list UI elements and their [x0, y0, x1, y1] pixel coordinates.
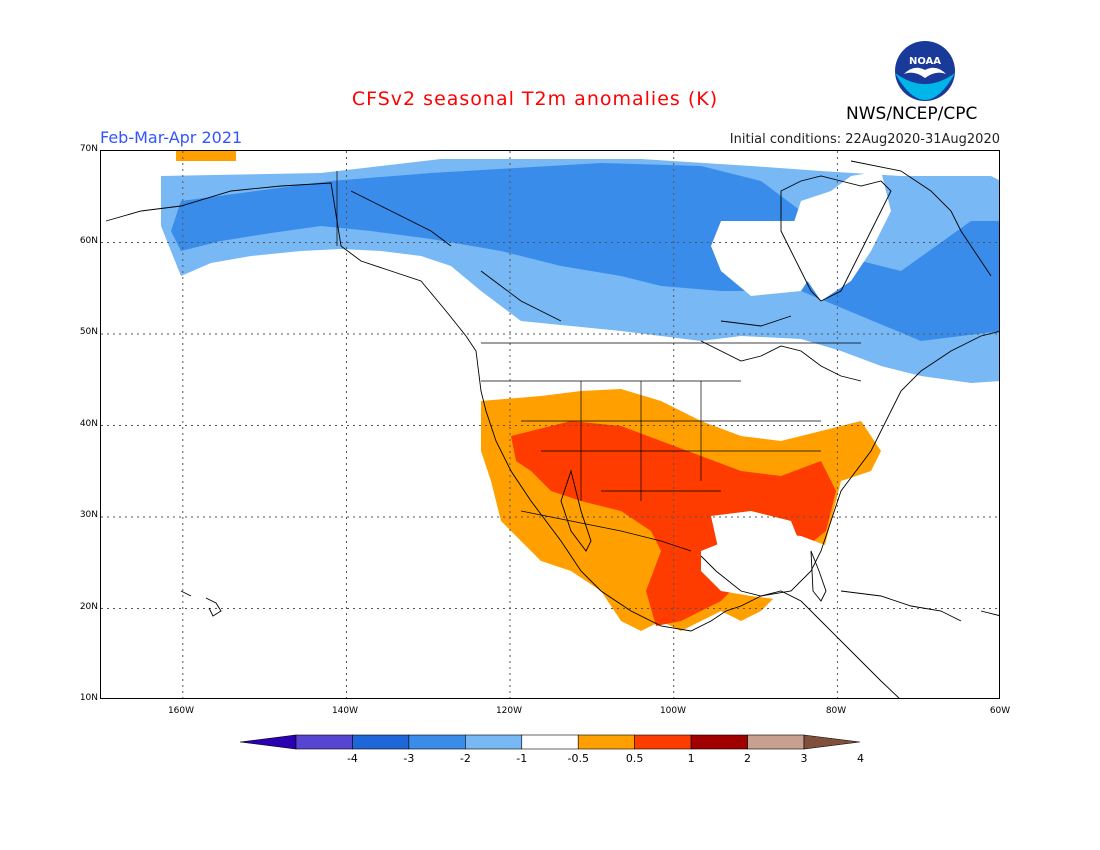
colorbar-min-triangle [239, 734, 297, 750]
lon-label-140w: 140W [331, 706, 359, 716]
colorbar [239, 734, 861, 774]
colorbar-segment [408, 734, 466, 750]
anomaly-map [100, 150, 1000, 699]
colorbar-tick-label: -0.5 [567, 752, 589, 765]
colorbar-segment [521, 734, 579, 750]
logo-text: NOAA [909, 56, 941, 67]
colorbar-tick-label: 1 [687, 752, 695, 765]
colorbar-max-triangle [803, 734, 861, 750]
lon-label-80w: 80W [825, 706, 847, 716]
chart-title: CFSv2 seasonal T2m anomalies (K) [351, 88, 719, 110]
colorbar-svg [239, 734, 861, 750]
agency-label: NWS/NCEP/CPC [846, 104, 978, 124]
colorbar-tick-label: -2 [459, 752, 471, 765]
political-boundaries [336, 171, 861, 552]
noaa-logo-icon: NOAA [894, 40, 956, 102]
coastlines [105, 160, 999, 698]
initial-conditions: Initial conditions: 22Aug2020-31Aug2020 [729, 132, 1000, 147]
lon-label-160w: 160W [167, 706, 195, 716]
colorbar-segment [295, 734, 353, 750]
lon-label-120w: 120W [495, 706, 523, 716]
colorbar-segment [747, 734, 805, 750]
colorbar-segment [634, 734, 692, 750]
cold-anomaly-region [161, 151, 999, 383]
lon-label-100w: 100W [659, 706, 687, 716]
colorbar-tick-label: 4 [856, 752, 864, 765]
colorbar-tick-label: 2 [744, 752, 752, 765]
lat-label-40n: 40N [79, 419, 98, 429]
colorbar-tick-label: -3 [403, 752, 415, 765]
lon-label-60w: 60W [989, 706, 1011, 716]
colorbar-segment [690, 734, 748, 750]
lat-label-70n: 70N [79, 144, 98, 154]
colorbar-tick-label: 0.5 [625, 752, 644, 765]
map-canvas [101, 151, 999, 698]
forecast-period: Feb-Mar-Apr 2021 [100, 128, 243, 147]
colorbar-segment [577, 734, 635, 750]
lat-label-20n: 20N [79, 602, 98, 612]
colorbar-segment [352, 734, 410, 750]
colorbar-tick-label: 3 [800, 752, 808, 765]
colorbar-tick-label: -1 [516, 752, 528, 765]
lat-label-60n: 60N [79, 236, 98, 246]
lat-label-30n: 30N [79, 510, 98, 520]
lat-label-10n: 10N [79, 693, 98, 703]
colorbar-segment [465, 734, 523, 750]
colorbar-tick-label: -4 [346, 752, 358, 765]
lat-label-50n: 50N [79, 327, 98, 337]
